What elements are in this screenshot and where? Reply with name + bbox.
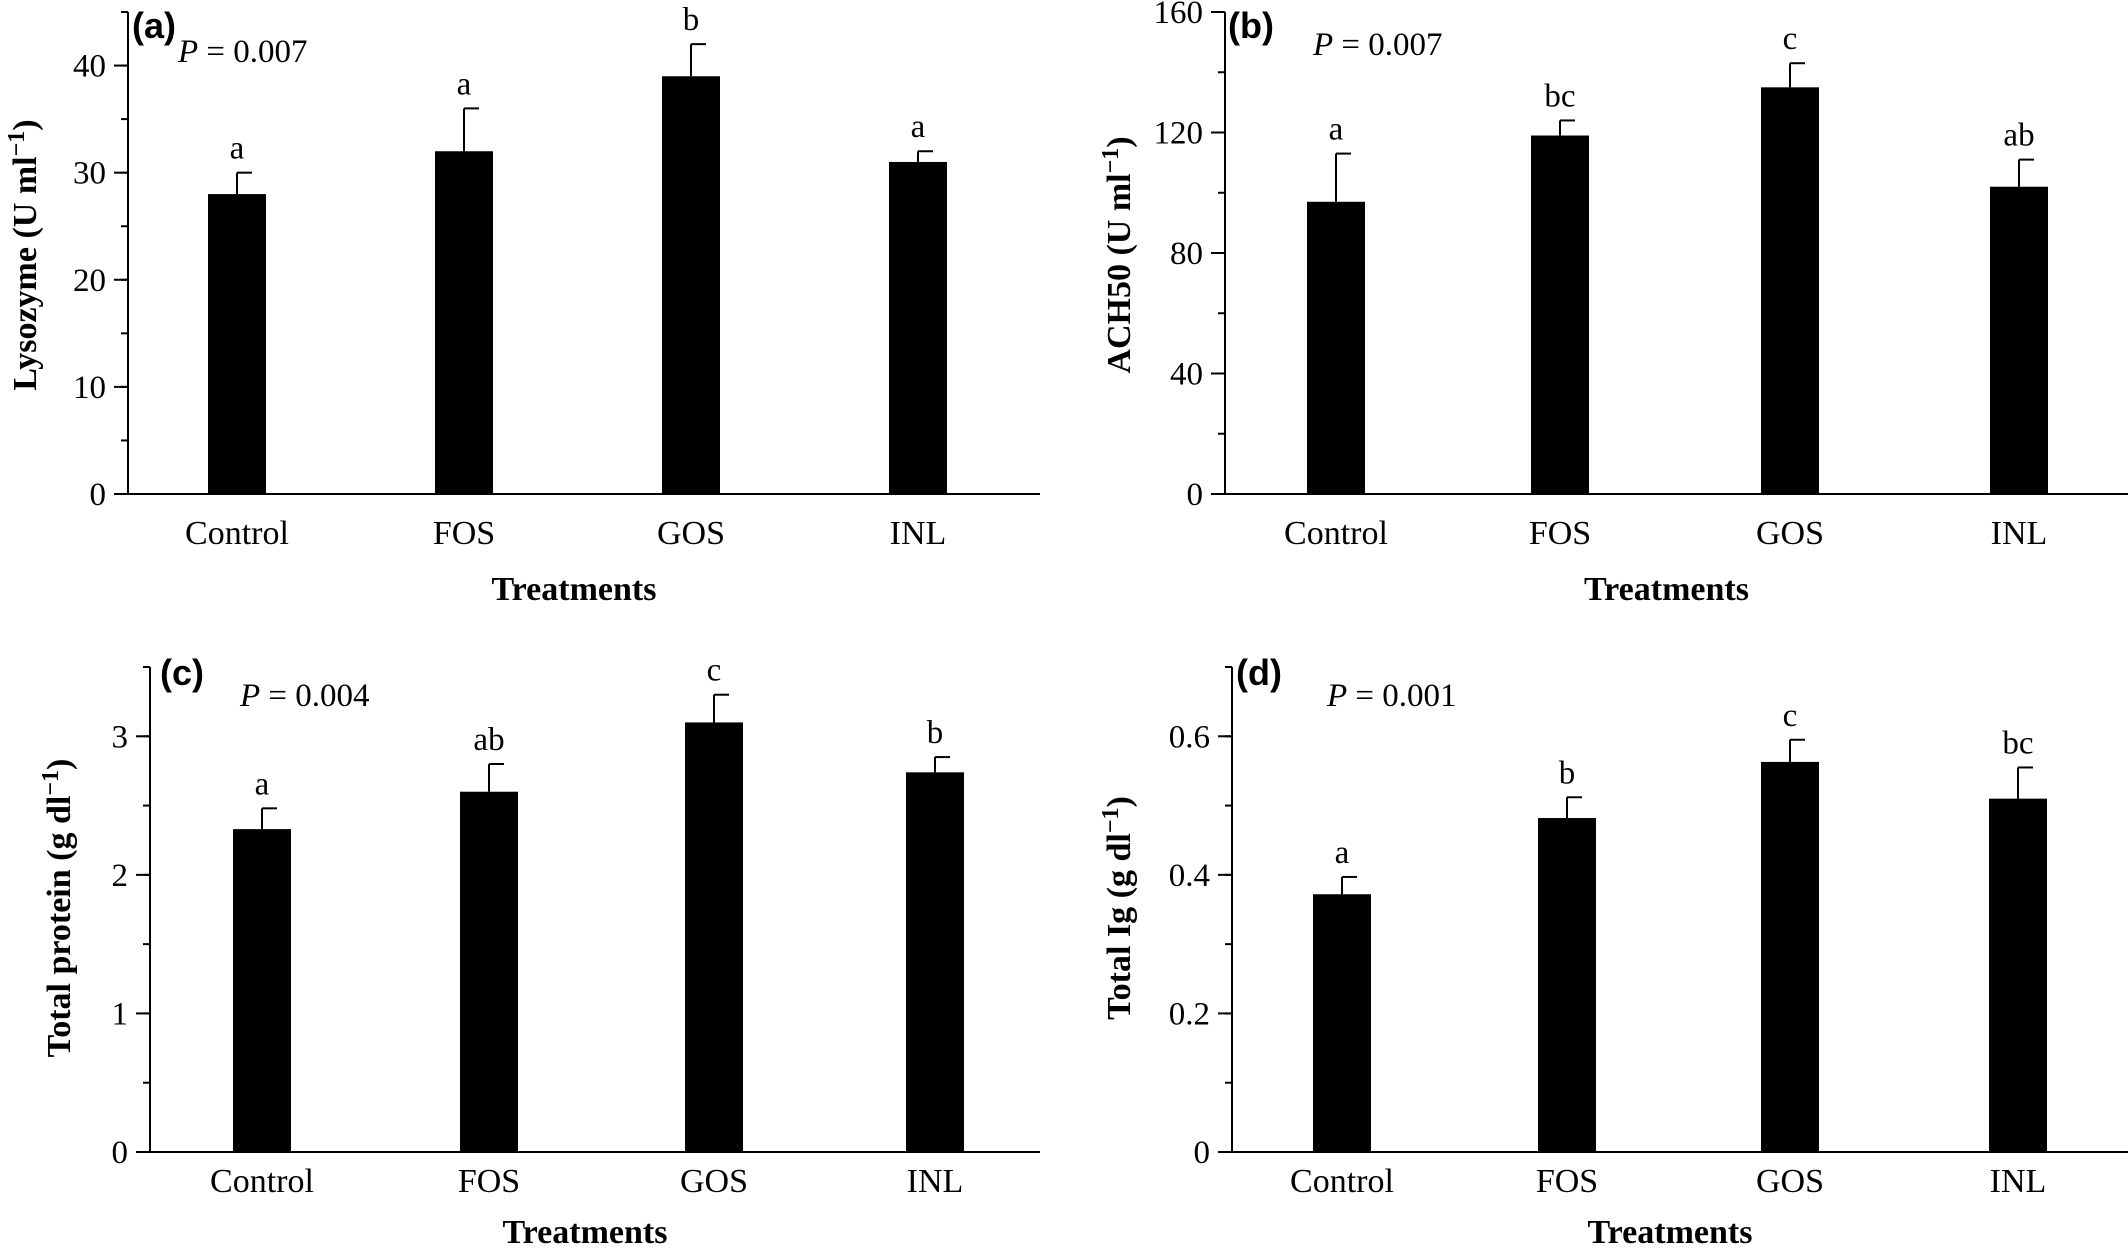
y-tick-label: 80 [1170,236,1203,272]
bar-fos [1538,818,1596,1152]
significance-label: bc [1544,78,1575,114]
panel-label: (b) [1228,5,1274,46]
x-tick-label: INL [1991,515,2048,552]
y-tick-label: 30 [73,156,106,192]
y-tick-label: 0.4 [1169,858,1210,894]
significance-label: c [1783,21,1798,57]
significance-label: a [1335,835,1350,871]
chart-panel-1: 0 10 20 30 40 a Control a FOS b GOS a INL Treatments L… [4,2,1040,608]
x-axis-title: Treatments [1584,571,1749,608]
y-axis-title: ACH50 (U ml−1) [1098,136,1138,373]
x-tick-label: GOS [1756,1163,1824,1200]
x-tick-label: GOS [657,515,725,552]
x-tick-label: Control [1284,515,1388,552]
x-tick-label: FOS [1536,1163,1598,1200]
significance-label: a [1329,112,1344,148]
bar-control [233,829,291,1152]
chart-panel-4: 0 0.2 0.4 0.6 a Control b FOS c GOS bc INL Treatment… [1098,652,2128,1251]
y-tick-label: 10 [73,370,106,406]
bar-fos [1531,135,1589,494]
bar-inl [1989,798,2047,1152]
significance-label: a [911,109,926,145]
y-tick-label: 1 [112,996,129,1032]
x-tick-label: INL [907,1163,964,1200]
p-value-annotation: P = 0.007 [177,34,308,70]
bar-control [208,194,266,495]
x-axis-title: Treatments [503,1214,668,1250]
y-tick-label: 40 [1170,357,1203,393]
x-tick-label: GOS [1756,515,1824,552]
bar-inl [889,161,947,494]
x-tick-label: Control [210,1163,314,1200]
panel-label: (a) [132,5,176,46]
x-tick-label: INL [890,515,947,552]
significance-label: a [457,66,472,102]
y-tick-label: 0.2 [1169,996,1210,1032]
y-axis-title: Total Ig (g dl−1) [1098,796,1138,1020]
y-axis-title: Lysozyme (U ml−1) [4,119,44,390]
p-value-annotation: P = 0.001 [1326,678,1457,714]
y-tick-label: 160 [1154,0,1204,31]
x-axis-title: Treatments [1588,1214,1753,1250]
x-tick-label: GOS [680,1163,748,1200]
panel-label: (c) [160,652,204,693]
y-tick-label: 20 [73,263,106,299]
bar-gos [685,722,743,1152]
significance-label: bc [2002,725,2033,761]
bar-gos [1761,761,1819,1152]
bar-gos [1761,87,1819,494]
bar-fos [435,151,493,494]
bar-inl [1990,186,2048,494]
y-axis-title: Total protein (g dl−1) [38,759,78,1058]
chart-panel-3: 0 1 2 3 a Control ab FOS c GOS b INL Treatments Total… [38,652,1040,1251]
significance-label: c [707,653,722,689]
y-tick-label: 3 [112,719,129,755]
significance-label: a [255,766,270,802]
bar-gos [662,76,720,495]
y-tick-label: 0 [90,477,107,513]
p-value-annotation: P = 0.007 [1312,27,1443,63]
y-tick-label: 0.6 [1169,719,1210,755]
x-tick-label: FOS [433,515,495,552]
bar-inl [906,772,964,1152]
y-tick-label: 40 [73,49,106,85]
bar-control [1307,201,1365,494]
significance-label: b [927,715,944,751]
significance-label: c [1783,698,1798,734]
x-tick-label: Control [185,515,289,552]
x-tick-label: FOS [1529,515,1591,552]
y-tick-label: 0 [1187,477,1204,513]
chart-panel-2: 0 40 80 120 160 a Control bc FOS c GOS ab INL Treatme… [1098,0,2128,608]
x-tick-label: Control [1290,1163,1394,1200]
x-tick-label: INL [1990,1163,2047,1200]
y-tick-label: 0 [1194,1135,1211,1171]
significance-label: b [1559,755,1576,791]
significance-label: b [683,2,700,38]
significance-label: ab [2003,118,2034,154]
y-tick-label: 2 [112,858,129,894]
x-axis-title: Treatments [492,571,657,608]
y-tick-label: 120 [1154,116,1204,152]
significance-label: ab [473,722,504,758]
bar-fos [460,791,518,1152]
bar-control [1313,894,1371,1152]
significance-label: a [230,131,245,167]
panel-label: (d) [1236,652,1282,693]
y-tick-label: 0 [112,1135,129,1171]
p-value-annotation: P = 0.004 [239,678,370,714]
x-tick-label: FOS [458,1163,520,1200]
